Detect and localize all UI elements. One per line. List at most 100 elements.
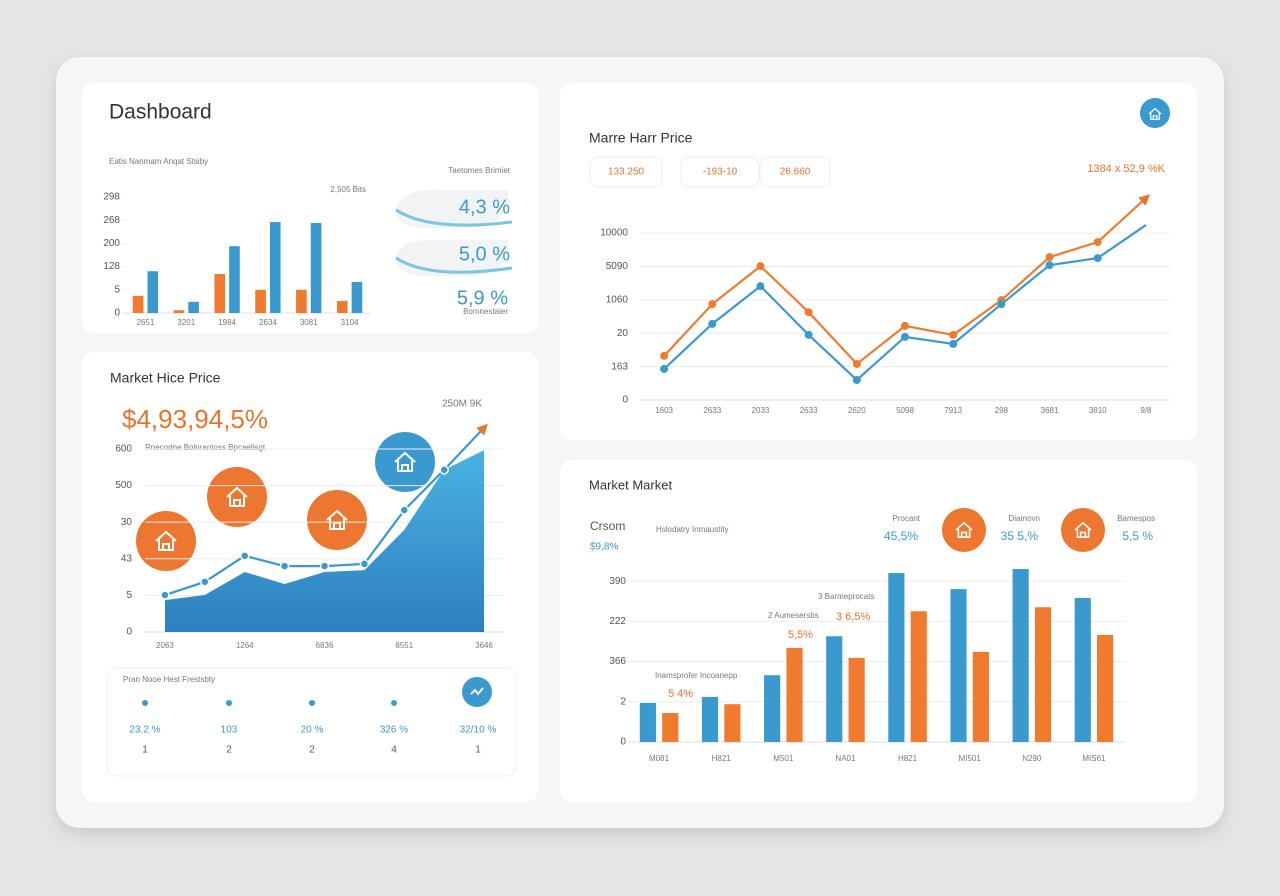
bar: [1097, 635, 1114, 742]
point: [901, 332, 909, 341]
stat-rank: 2: [226, 745, 232, 756]
point: [319, 561, 330, 571]
kpi-shape: [396, 189, 509, 228]
x-tick-label: 2620: [848, 406, 866, 415]
pill: [589, 156, 663, 188]
icon: [136, 511, 196, 571]
chart-subtitle: Rnecodne Bolnrantoss Bpcaelisgt: [145, 443, 266, 452]
icon: [207, 467, 267, 527]
x-tick-label: MI501: [959, 754, 982, 763]
bar: [764, 675, 781, 742]
annotation: 2 Aumesersbs: [768, 611, 819, 620]
y-tick-label: 200: [103, 238, 120, 249]
kpi-label: Procant: [892, 514, 920, 523]
x-tick-label: 5098: [896, 406, 914, 415]
stat-rank: 2: [309, 745, 315, 756]
kpi-value: 5,9 %: [457, 287, 508, 309]
bar: [336, 300, 348, 313]
y-tick-label: 5: [126, 590, 132, 601]
x-tick-label: 6836: [316, 641, 334, 650]
x-tick-label: NA01: [835, 754, 856, 763]
y-tick-label: 10000: [600, 228, 628, 239]
annotation: 5,5%: [788, 629, 813, 641]
point: [1045, 261, 1054, 270]
bar: [1012, 569, 1029, 742]
bar: [229, 246, 240, 313]
kpi-caption: Bomnestaier: [463, 307, 508, 316]
point: [439, 465, 449, 475]
panel: [560, 460, 1197, 802]
home-button[interactable]: [1140, 98, 1170, 128]
bar: [848, 657, 865, 742]
y-tick-label: 268: [103, 215, 120, 226]
x-tick-label: M081: [649, 754, 670, 763]
bar: [147, 271, 159, 313]
pill: [759, 156, 831, 188]
point: [756, 282, 765, 291]
x-tick-label: 2634: [259, 318, 277, 327]
y-tick-label: 366: [609, 656, 626, 667]
x-tick-label: 3810: [1089, 406, 1107, 415]
bar: [351, 281, 363, 313]
y-tick-label: 298: [103, 192, 120, 203]
icons: [136, 432, 1105, 571]
x-tick-label: 1984: [218, 318, 236, 327]
point: [660, 364, 669, 373]
y-tick-label: 0: [622, 395, 628, 406]
x-tick-label: 3081: [300, 318, 318, 327]
bar: [132, 295, 144, 313]
icon: [375, 432, 435, 492]
bar: [188, 301, 199, 313]
point: [1045, 253, 1054, 262]
stats-card: [106, 667, 517, 777]
bar: [662, 713, 679, 742]
area: [164, 450, 485, 632]
pill-text: 133.250: [608, 167, 645, 178]
bar: [1074, 598, 1091, 742]
point: [949, 330, 958, 339]
x-tick-label: 2033: [752, 406, 770, 415]
y-tick-label: 1060: [606, 294, 629, 305]
y-tick-label: 600: [115, 444, 132, 455]
kpi-shape: [396, 239, 509, 276]
chart-title: Market Hice Price: [110, 370, 221, 386]
x-tick-label: H821: [712, 754, 732, 763]
y-tick-label: 43: [121, 553, 133, 564]
x-tick-label: 2633: [800, 406, 818, 415]
annotation: 250M 9K: [442, 399, 482, 410]
side-label: Crsom: [590, 519, 625, 533]
annotation: 5 4%: [668, 688, 693, 700]
point: [949, 339, 958, 348]
x-tick-label: N290: [1022, 754, 1042, 763]
stat-rank: 1: [475, 745, 481, 756]
y-tick-label: 163: [611, 361, 628, 372]
chart-title: Market Market: [589, 477, 672, 492]
point: [660, 351, 669, 360]
headline: $4,93,94,5%: [122, 404, 268, 434]
x-tick-label: 3201: [177, 318, 195, 327]
x-tick-label: 2063: [156, 641, 174, 650]
x-tick-label: H821: [898, 754, 918, 763]
point: [708, 300, 717, 309]
kpi-value: 35 5,%: [1001, 529, 1039, 543]
y-tick-label: 20: [617, 328, 629, 339]
x-tick-label: 2651: [137, 318, 155, 327]
point: [279, 561, 290, 571]
chart-title: Marre Harr Price: [589, 130, 693, 146]
stat-dot: [391, 700, 397, 706]
icon: [942, 508, 986, 552]
bar: [214, 274, 226, 313]
point: [399, 505, 410, 515]
y-tick-label: 5: [114, 284, 120, 295]
stat-dot: [226, 700, 232, 706]
pill-text: -193-10: [703, 167, 738, 178]
kpi-title: Taetomes Brimiet: [448, 166, 511, 175]
bar: [888, 573, 905, 742]
y-tick-label: 30: [121, 517, 133, 528]
kpi-value: 45,5%: [884, 529, 918, 543]
x-tick-label: 8551: [395, 641, 413, 650]
point: [997, 300, 1006, 309]
y-tick-label: 0: [114, 308, 120, 319]
stat-dot: [142, 700, 148, 706]
kpi-label: Bamespos: [1117, 514, 1155, 523]
